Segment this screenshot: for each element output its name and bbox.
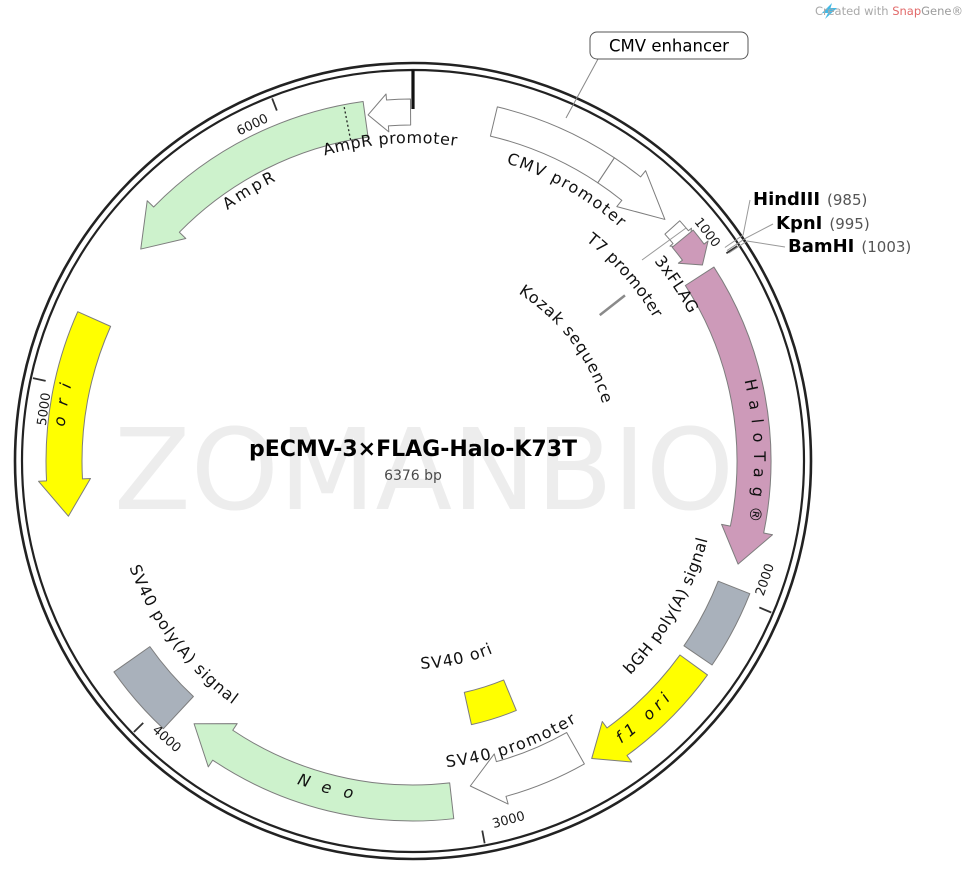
snapgene-logo-icon xyxy=(822,3,837,19)
feature-3xflag xyxy=(671,229,709,266)
watermark-text: ZOMANBIO xyxy=(114,406,734,536)
plasmid-title: pECMV-3×FLAG-Halo-K73T xyxy=(249,437,577,462)
bp-tick-label-3000: 3000 xyxy=(491,809,527,832)
t7-promoter-leader xyxy=(641,227,687,261)
enzyme-leader-hindiii xyxy=(724,199,751,248)
enzyme-leader-kpni xyxy=(726,223,774,252)
enzyme-leader-bamhi xyxy=(728,240,786,254)
feature-label-sv40-ori: SV40 ori xyxy=(420,639,496,673)
bp-tick-1000 xyxy=(725,245,738,255)
feature-f1-ori xyxy=(591,654,708,763)
feature-bgh-polya xyxy=(683,580,751,666)
feature-sv40-ori xyxy=(463,679,517,726)
feature-sv40-polya xyxy=(113,646,194,730)
enzyme-label-kpni: KpnI (995) xyxy=(776,213,870,234)
bp-tick-4000 xyxy=(133,722,144,733)
feature-halotag xyxy=(684,266,773,565)
bp-tick-label-2000: 2000 xyxy=(753,562,778,598)
feature-ori xyxy=(38,311,112,517)
bp-tick-label-5000: 5000 xyxy=(35,392,54,427)
bp-tick-5000 xyxy=(32,377,46,382)
kozak-tick xyxy=(598,294,626,317)
cmv-enhancer-callout-box xyxy=(589,31,749,60)
feature-cmv-promoter xyxy=(597,157,666,220)
feature-ampr xyxy=(140,100,369,250)
bp-tick-3000 xyxy=(481,830,486,844)
feature-divider-ampr xyxy=(343,104,352,141)
cmv-enhancer-leader xyxy=(565,58,599,119)
enzyme-label-hindiii: HindIII (985) xyxy=(753,189,867,210)
bp-tick-2000 xyxy=(758,606,772,614)
cmv-enhancer-callout-label: CMV enhancer xyxy=(609,37,729,56)
t7-label: T7 promoter xyxy=(582,228,667,321)
plasmid-backbone-outer-ring xyxy=(13,61,813,861)
feature-sv40-promoter xyxy=(469,732,585,805)
feature-neo xyxy=(193,723,455,822)
credit-text: Created with SnapGene® xyxy=(815,4,963,18)
feature-label-bgh-polya: bGH poly(A) signal xyxy=(619,535,711,678)
enzyme-label-bamhi: BamHI (1003) xyxy=(788,236,911,257)
bp-tick-label-4000: 4000 xyxy=(149,723,184,756)
feature-ampr-promoter xyxy=(367,93,412,133)
bp-tick-6000 xyxy=(271,98,278,111)
plasmid-size: 6376 bp xyxy=(384,468,442,484)
kozak-label: Kozak sequence xyxy=(516,281,617,406)
